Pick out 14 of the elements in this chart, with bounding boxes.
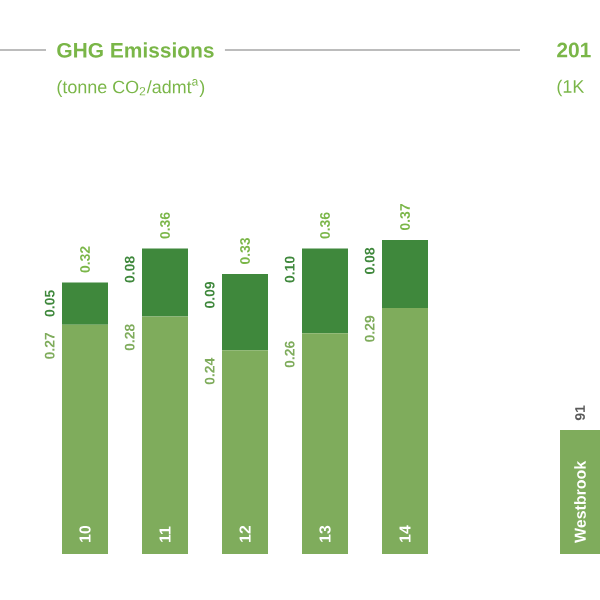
- bar: [382, 307, 428, 554]
- bar: [62, 324, 108, 554]
- bar: [62, 282, 108, 325]
- chart-subtitle: (tonne CO$_{2}$/admt$^{a}$): [57, 79, 205, 97]
- bar: [142, 316, 188, 554]
- chart-title: GHG Emissions: [57, 42, 214, 58]
- bar: [302, 248, 348, 334]
- bar: [142, 248, 188, 317]
- bar: [222, 350, 268, 554]
- chart-title: 201: [557, 42, 591, 58]
- chart-subtitle: (1K: [557, 79, 585, 97]
- bar: [382, 240, 428, 308]
- bar: [302, 333, 348, 554]
- bar: [222, 273, 268, 351]
